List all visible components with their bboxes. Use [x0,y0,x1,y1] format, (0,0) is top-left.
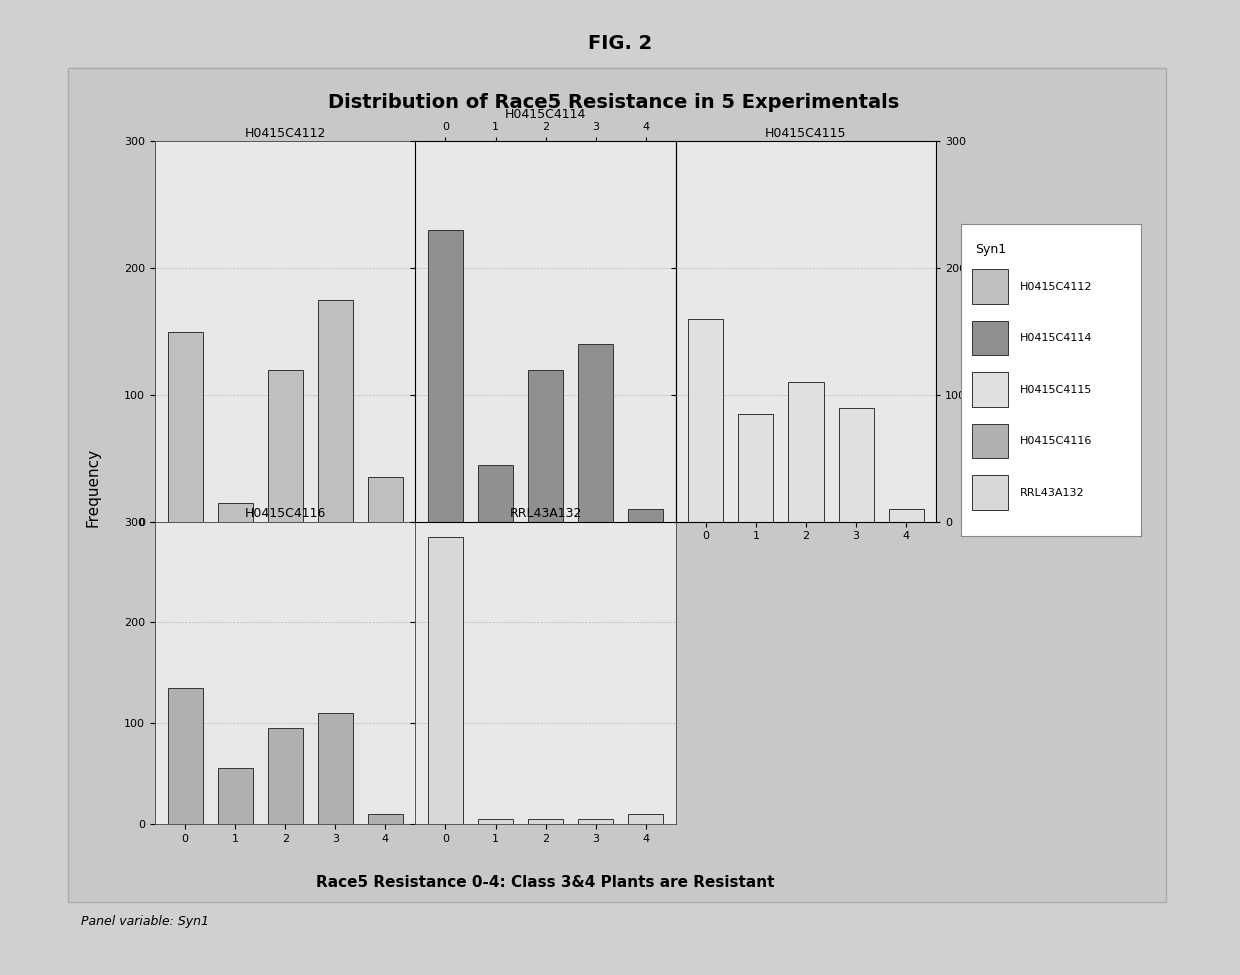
Bar [477,819,513,824]
Bar [477,464,513,522]
Bar [428,536,463,824]
Bar [217,503,253,522]
FancyBboxPatch shape [972,372,1008,407]
Text: Distribution of Race5 Resistance in 5 Experimentals: Distribution of Race5 Resistance in 5 Ex… [329,93,899,112]
Text: Panel variable: Syn1: Panel variable: Syn1 [81,915,208,928]
FancyBboxPatch shape [972,321,1008,355]
Bar [368,477,403,522]
Text: Frequency: Frequency [86,448,100,527]
FancyBboxPatch shape [972,476,1008,510]
Bar [317,713,353,824]
Bar [629,509,663,522]
Text: Syn1: Syn1 [976,243,1007,256]
Bar [268,370,303,522]
Bar [268,728,303,824]
Bar [167,332,202,522]
Bar [217,768,253,824]
FancyBboxPatch shape [972,424,1008,458]
FancyBboxPatch shape [972,269,1008,304]
Title: RRL43A132: RRL43A132 [510,507,582,521]
Bar [889,509,924,522]
Text: H0415C4114: H0415C4114 [1021,333,1092,343]
Text: H0415C4115: H0415C4115 [1021,384,1092,395]
Bar [578,344,614,522]
Bar [738,414,774,522]
Bar [368,814,403,824]
Title: H0415C4115: H0415C4115 [765,127,847,140]
Bar [629,814,663,824]
Bar [317,300,353,522]
Text: H0415C4112: H0415C4112 [1021,282,1092,292]
Text: Race5 Resistance 0-4: Class 3&4 Plants are Resistant: Race5 Resistance 0-4: Class 3&4 Plants a… [316,875,775,890]
Text: FIG. 2: FIG. 2 [588,34,652,53]
Bar [688,319,723,522]
Bar [838,408,874,522]
Text: RRL43A132: RRL43A132 [1021,488,1085,497]
Title: H0415C4112: H0415C4112 [244,127,326,140]
Bar [428,230,463,522]
Text: H0415C4116: H0415C4116 [1021,436,1092,447]
Bar [528,819,563,824]
Title: H0415C4114: H0415C4114 [505,108,587,121]
Bar [789,382,823,522]
Title: H0415C4116: H0415C4116 [244,507,326,521]
Bar [167,688,202,824]
Bar [528,370,563,522]
Bar [578,819,614,824]
